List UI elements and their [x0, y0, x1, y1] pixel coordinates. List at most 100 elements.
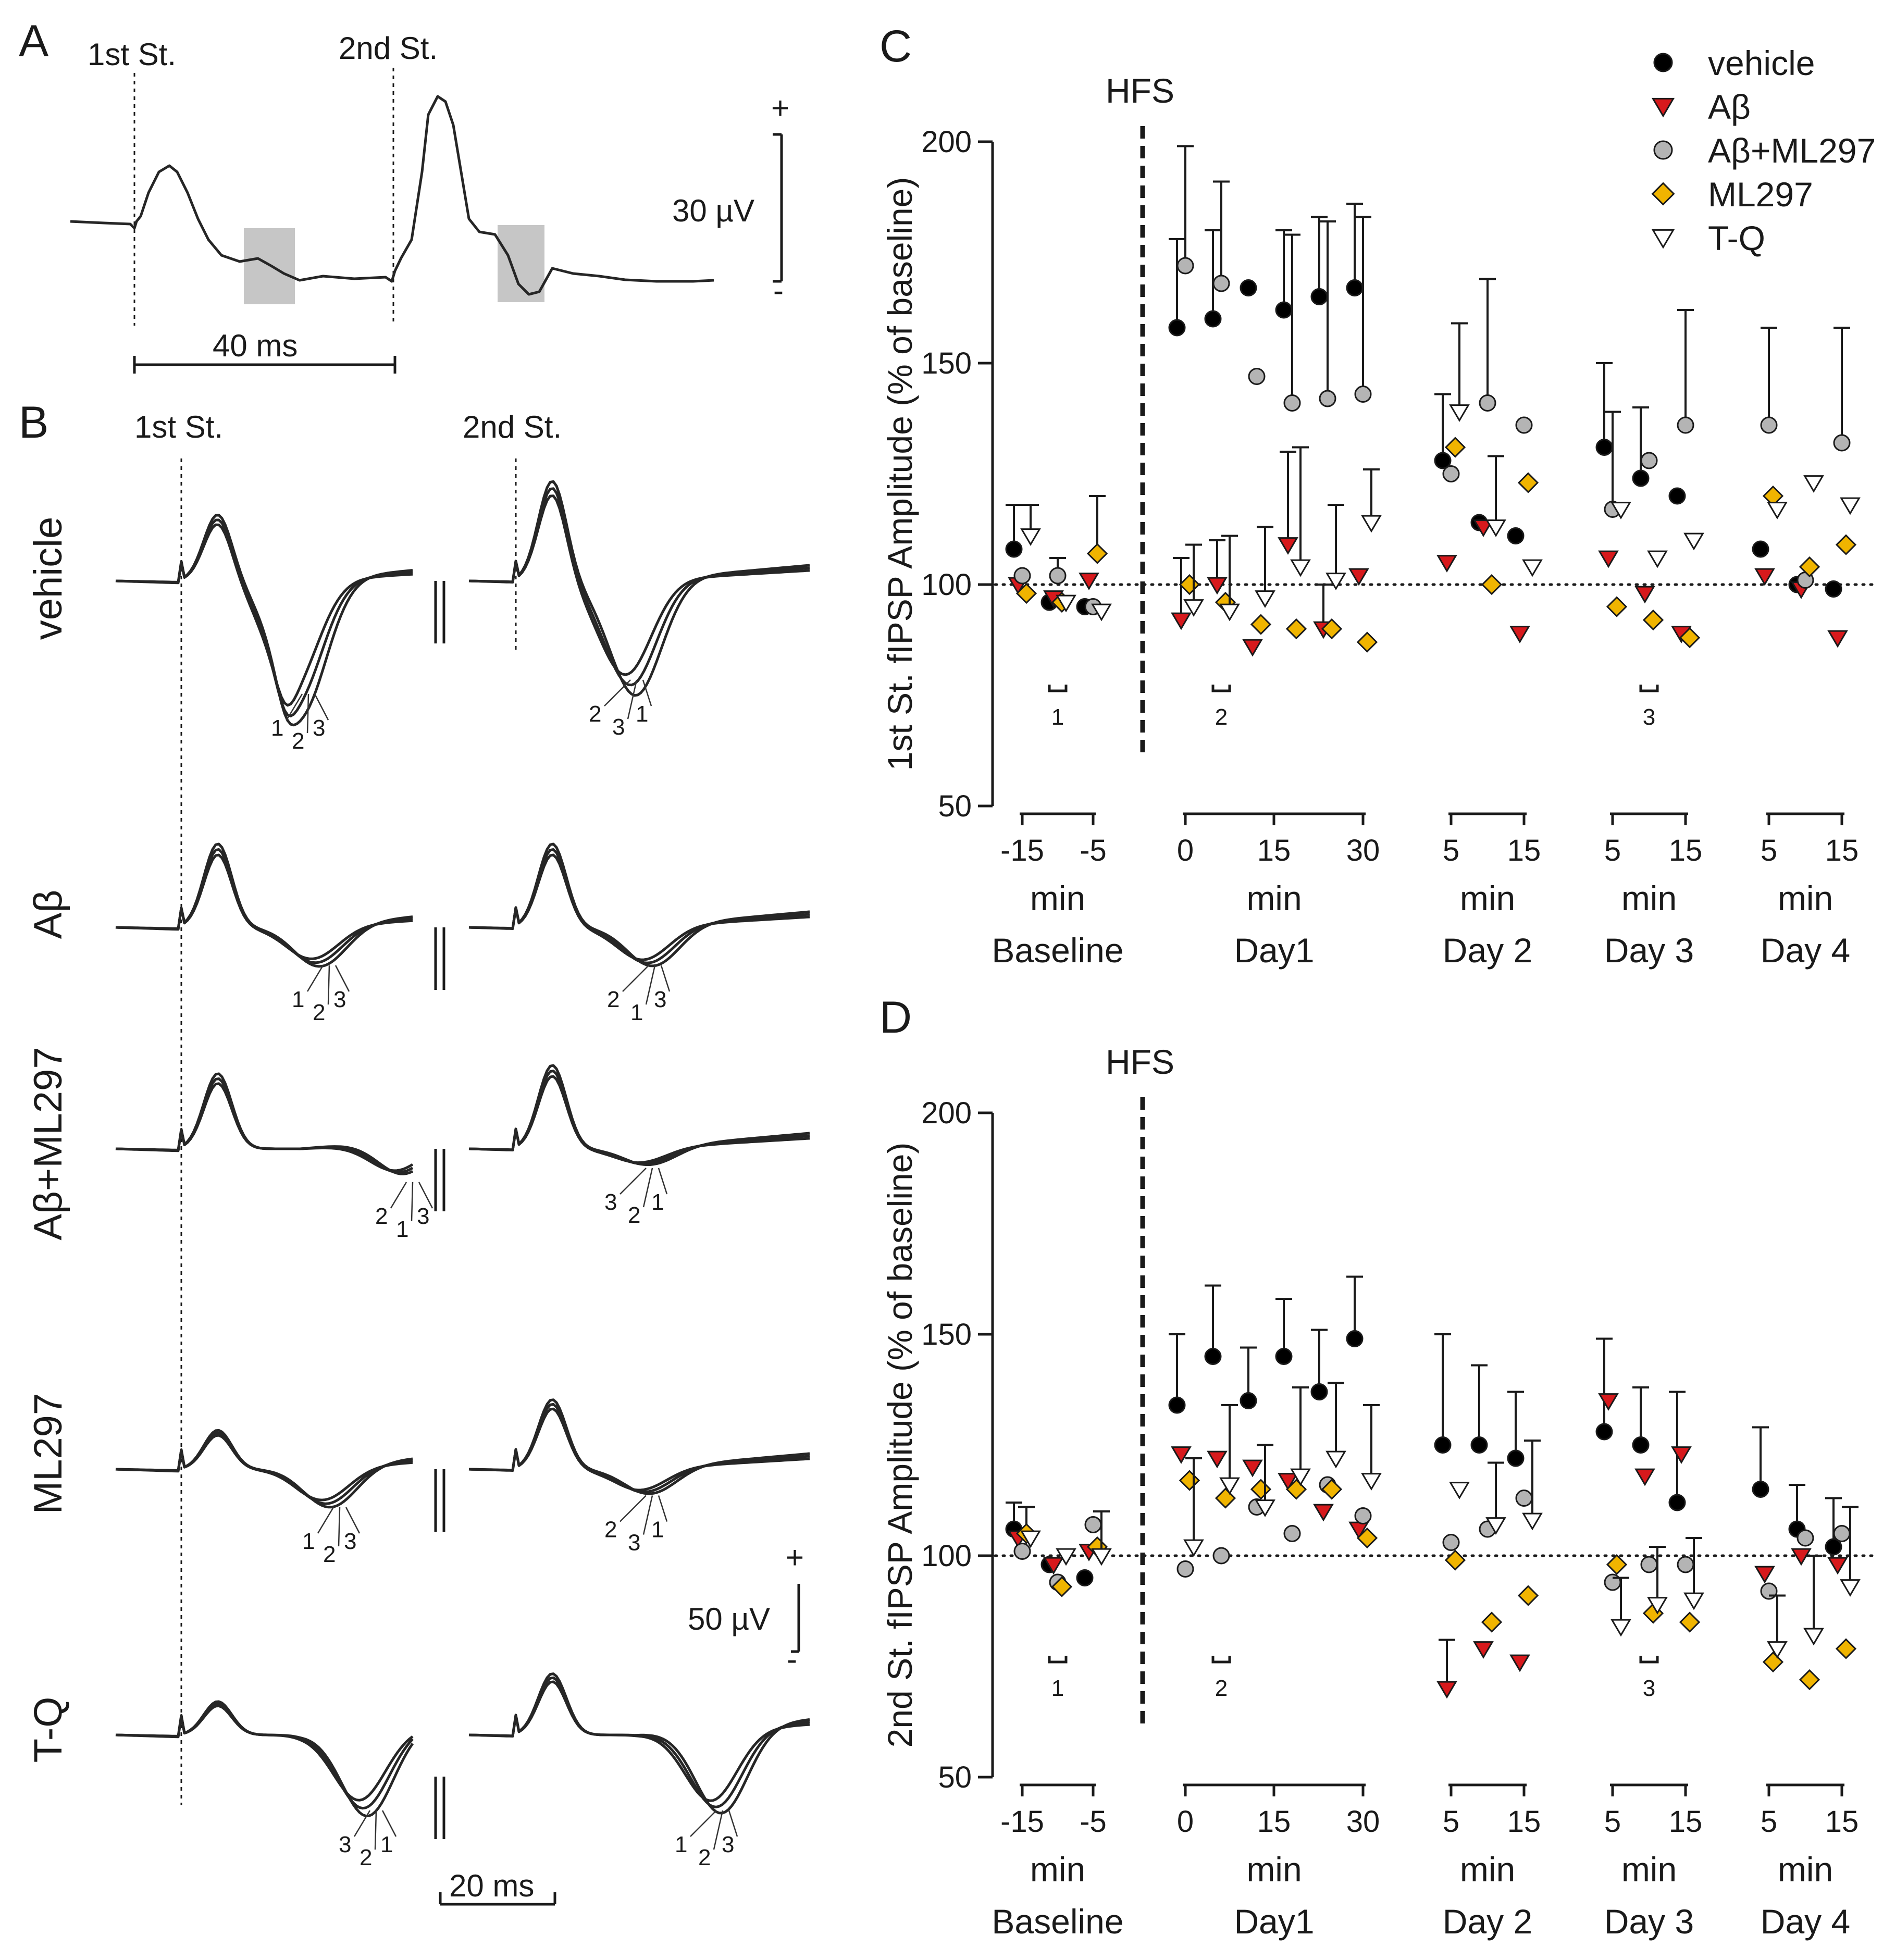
data-point [1481, 574, 1503, 596]
panel-b-leader-line [728, 1810, 738, 1837]
data-point [1013, 567, 1031, 585]
data-point [1509, 1654, 1530, 1672]
panel-b-leader-line [317, 1507, 335, 1534]
y-tick-label: 50 [938, 789, 972, 823]
panel-b-leader-line [642, 1495, 653, 1535]
panel-b-trace-index: 3 [604, 1189, 617, 1215]
data-point [1219, 1477, 1240, 1495]
panel-b-leader-line [306, 693, 309, 734]
data-point [1204, 310, 1222, 328]
group-unit-label: min [1621, 1850, 1677, 1889]
data-point [1168, 1396, 1186, 1414]
data-point [1595, 1423, 1613, 1441]
data-point [1507, 1449, 1525, 1467]
data-point [1479, 394, 1496, 412]
data-point [1290, 1468, 1311, 1486]
panel-b-stim2-label: 2nd St. [463, 410, 562, 444]
x-tick-label: 5 [1443, 834, 1459, 867]
index-bracket [1639, 1656, 1659, 1664]
panel-b-trace-index: 1 [630, 1000, 643, 1025]
data-point [1640, 1556, 1658, 1573]
panel-b-trace-index: 1 [396, 1217, 408, 1242]
panel-b-row-label: ML297 [26, 1393, 70, 1514]
data-point [1275, 301, 1293, 319]
panel-b-letter: B [19, 398, 48, 448]
panel-b-trace-index: 2 [292, 728, 304, 754]
panel-b-leader-line [620, 1495, 647, 1522]
data-point [1310, 1383, 1328, 1400]
data-point [1677, 1556, 1694, 1573]
panel-b-plus: + [786, 1540, 804, 1575]
data-point [1444, 1549, 1466, 1571]
data-point [1827, 1557, 1848, 1575]
panel-b-leader-line [314, 693, 329, 721]
data-point [1434, 452, 1452, 469]
x-tick-label: 15 [1257, 1805, 1291, 1839]
data-point [1354, 386, 1372, 403]
data-point [1647, 550, 1668, 568]
group-name-label: Day 2 [1443, 1902, 1532, 1941]
data-point [1319, 390, 1336, 407]
data-point [1485, 1517, 1506, 1535]
panel-d-letter: D [879, 993, 912, 1043]
data-point [1091, 1548, 1112, 1566]
panel-b-left-trace [115, 1702, 414, 1810]
x-tick-label: 30 [1346, 834, 1380, 867]
panel-b-leader-line [353, 1810, 371, 1837]
legend-label: Aβ+ML297 [1708, 131, 1876, 170]
data-point [1803, 1628, 1824, 1646]
panel-b-leader-line [306, 965, 324, 992]
panel-b-leader-line [660, 965, 671, 992]
panel-a: A 1st St. 2nd St. 40 ms + - 30 µV [19, 16, 789, 374]
group-unit-label: min [1246, 1850, 1302, 1889]
data-point [1049, 567, 1067, 585]
data-point [1767, 502, 1788, 519]
data-point [1485, 519, 1506, 537]
panel-b-left-trace [115, 514, 413, 727]
data-point [1449, 404, 1470, 422]
panel-b-leader-line [658, 1168, 668, 1195]
index-label: 2 [1215, 1676, 1228, 1701]
panel-b-left-trace [115, 1077, 414, 1174]
data-point [1079, 573, 1099, 590]
data-point [1250, 1479, 1272, 1500]
panel-b-right-trace [468, 853, 810, 961]
group-unit-label: min [1778, 879, 1833, 917]
data-point [1278, 537, 1298, 555]
panel-b-trace-index: 2 [604, 1517, 617, 1543]
data-point [1434, 1436, 1452, 1454]
panel-b-left-trace [115, 1704, 414, 1802]
data-point [1283, 394, 1301, 412]
x-tick-label: -15 [1000, 834, 1044, 867]
data-point [1606, 596, 1628, 617]
x-tick-label: 5 [1761, 834, 1777, 867]
data-point [1611, 502, 1631, 519]
group-name-label: Day 2 [1443, 931, 1532, 970]
panel-b-left-trace [115, 853, 413, 960]
panel-b-trace-index: 1 [675, 1832, 687, 1857]
panel-b-leader-line [642, 679, 652, 706]
data-point [1481, 1611, 1503, 1633]
panel-b-row-label: Aβ [26, 890, 70, 939]
data-point [1171, 1446, 1192, 1464]
panel-b-right-trace [468, 1403, 810, 1494]
data-point [1171, 612, 1192, 630]
data-point [1354, 1507, 1372, 1524]
panel-b-leader-line [286, 693, 303, 721]
x-tick-label: 5 [1604, 834, 1621, 867]
panel-b-left-trace [115, 1434, 413, 1502]
group-unit-label: min [1460, 879, 1515, 917]
panel-b-trace-index: 3 [344, 1529, 356, 1554]
data-point [1754, 568, 1775, 586]
legend-label: Aβ [1708, 88, 1751, 126]
data-point [1632, 469, 1650, 487]
panel-b-left-trace [115, 848, 413, 964]
panel-a-trace [70, 95, 714, 296]
data-point [1240, 279, 1257, 296]
panel-b-leader-line [411, 1182, 414, 1222]
panel-b-right-trace [468, 494, 810, 676]
data-point [1321, 618, 1343, 640]
panel-b-trace-index: 3 [628, 1530, 640, 1556]
data-point [1056, 594, 1076, 613]
